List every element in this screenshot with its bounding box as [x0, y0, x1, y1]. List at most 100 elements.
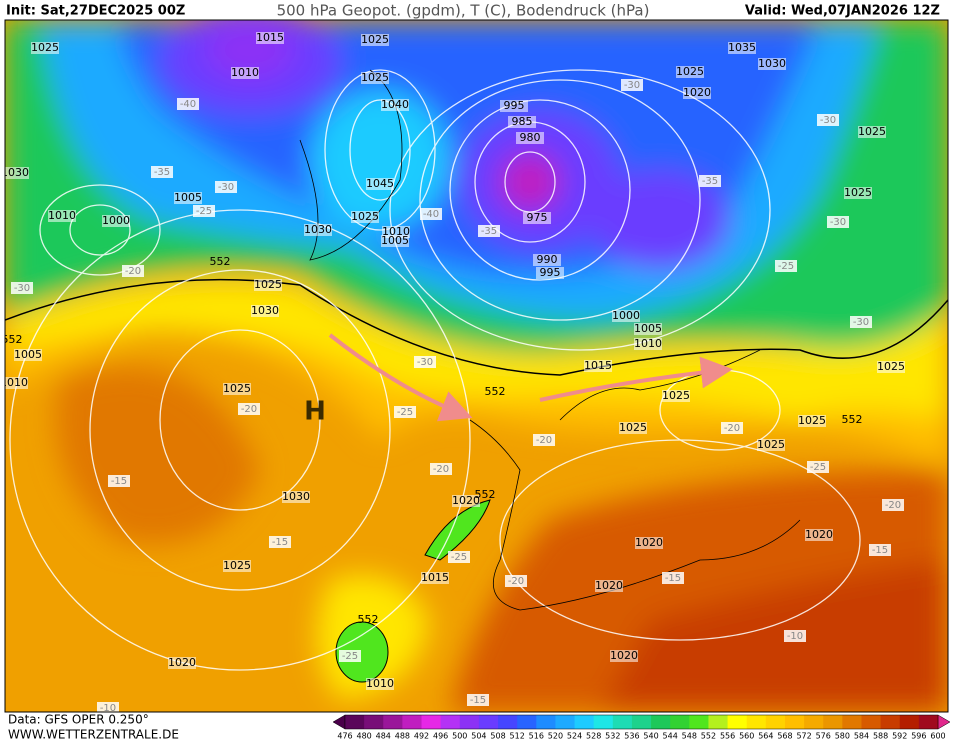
- colorbar-segment: [402, 715, 423, 729]
- temperature-label-bg: [478, 225, 500, 237]
- colorbar-segment: [498, 715, 518, 729]
- colorbar-segment: [593, 715, 614, 729]
- data-source: Data: GFS OPER 0.250°: [8, 713, 149, 727]
- isobar-label: 1005: [381, 234, 409, 247]
- colorbar-tick-label: 600: [930, 732, 945, 741]
- isobar-label-bg: [584, 360, 612, 372]
- isobar-label-bg: [361, 72, 389, 84]
- temperature-label-bg: [869, 544, 891, 556]
- isobar-label: 1025: [254, 278, 282, 291]
- isobar-label: 1020: [635, 536, 663, 549]
- colorbar-tick-label: 516: [529, 732, 544, 741]
- temperature-label-bg: [533, 434, 555, 446]
- colorbar-segment: [765, 715, 786, 729]
- temperature-label: -30: [218, 182, 234, 193]
- colorbar-tick-label: 520: [548, 732, 563, 741]
- isobar-label-bg: [14, 349, 42, 361]
- isobar-label: 1005: [174, 191, 202, 204]
- temperature-label: -10: [100, 703, 116, 714]
- isobar-label: 1030: [758, 57, 786, 70]
- isobar-label-bg: [168, 657, 196, 669]
- colorbar-segment: [804, 715, 824, 729]
- isobar-label-bg: [231, 67, 259, 79]
- isobar-label-bg: [351, 211, 379, 223]
- init-time: Init: Sat,27DEC2025 00Z: [6, 4, 185, 19]
- colorbar-tick-label: 484: [376, 732, 391, 741]
- colorbar-tick-label: 564: [758, 732, 773, 741]
- isobar-label-bg: [282, 491, 310, 503]
- colorbar-tick-label: 532: [605, 732, 620, 741]
- isobar-label: 1020: [683, 86, 711, 99]
- temperature-label: -30: [417, 357, 433, 368]
- temperature-label: -30: [624, 80, 640, 91]
- temperature-label-bg: [238, 403, 260, 415]
- isobar-label-bg: [634, 338, 662, 350]
- temperature-label: -25: [342, 651, 358, 662]
- isobar-label-bg: [366, 178, 394, 190]
- colorbar-segment: [842, 715, 862, 729]
- temperature-label-bg: [420, 208, 442, 220]
- colorbar-segment: [345, 715, 365, 729]
- temperature-label: -10: [787, 631, 803, 642]
- isobar-label-bg: [533, 254, 561, 266]
- temperature-label-bg: [97, 702, 119, 712]
- temperature-label-bg: [339, 650, 361, 662]
- isobar-label-bg: [421, 572, 449, 584]
- colorbar: 476 480 484 488 492 496 500 504 508 512 516 520 524 5…: [332, 714, 951, 741]
- isobar-label: 995: [504, 99, 525, 112]
- isobar-label-bg: [5, 377, 28, 389]
- isobar-label: 990: [537, 253, 558, 266]
- isobar-label-bg: [361, 34, 389, 46]
- isobar-label: 1030: [282, 490, 310, 503]
- isobar-label: 1025: [858, 125, 886, 138]
- isobar-label: 1025: [877, 360, 905, 373]
- temperature-label: -40: [423, 209, 439, 220]
- colorbar-segment: [421, 715, 442, 729]
- isobar-label-bg: [381, 235, 409, 247]
- temperature-label: -15: [470, 695, 486, 706]
- isobar-label-bg: [223, 383, 251, 395]
- colorbar-tick-label: 556: [720, 732, 735, 741]
- isobar-label-bg: [5, 167, 29, 179]
- temperature-label-bg: [467, 694, 489, 706]
- temperature-label: -20: [536, 435, 552, 446]
- isobar-label: 1020: [610, 649, 638, 662]
- isobar-label-bg: [858, 126, 886, 138]
- temperature-label-bg: [784, 630, 806, 642]
- colorbar-tick-label: 488: [395, 732, 410, 741]
- isobar-label-bg: [500, 100, 528, 112]
- colorbar-tick-label: 496: [433, 732, 448, 741]
- isobar-label: 1015: [421, 571, 449, 584]
- isobar-label: 980: [520, 131, 541, 144]
- colorbar-tick-label: 480: [356, 732, 371, 741]
- isobar-label-bg: [610, 650, 638, 662]
- isobar-label-bg: [48, 210, 76, 222]
- isobar-label-bg: [304, 224, 332, 236]
- temperature-label: -30: [14, 283, 30, 294]
- colorbar-segment: [823, 715, 843, 729]
- colorbar-tick-label: 596: [911, 732, 926, 741]
- colorbar-segment: [612, 715, 633, 729]
- isobar-label: 1005: [14, 348, 42, 361]
- colorbar-tick-label: 528: [586, 732, 601, 741]
- colorbar-end: [332, 714, 346, 730]
- temperature-label: -25: [810, 462, 826, 473]
- temperature-label-bg: [850, 316, 872, 328]
- colorbar-segment: [727, 715, 748, 729]
- temperature-label: -15: [272, 537, 288, 548]
- isobar-label: 1000: [102, 214, 130, 227]
- isobar-label-bg: [516, 132, 544, 144]
- website: WWW.WETTERZENTRALE.DE: [8, 728, 179, 742]
- temperature-label: -20: [241, 404, 257, 415]
- colorbar-tick-label: 588: [873, 732, 888, 741]
- temperature-label-bg: [505, 575, 527, 587]
- isobar-label: 985: [512, 115, 533, 128]
- colorbar-segment: [746, 715, 767, 729]
- temperature-label-bg: [817, 114, 839, 126]
- isobar-label-bg: [805, 529, 833, 541]
- temperature-label: -20: [724, 423, 740, 434]
- isobar-label: 1020: [452, 494, 480, 507]
- isobar-label: 1020: [168, 656, 196, 669]
- isobar-label: 1025: [351, 210, 379, 223]
